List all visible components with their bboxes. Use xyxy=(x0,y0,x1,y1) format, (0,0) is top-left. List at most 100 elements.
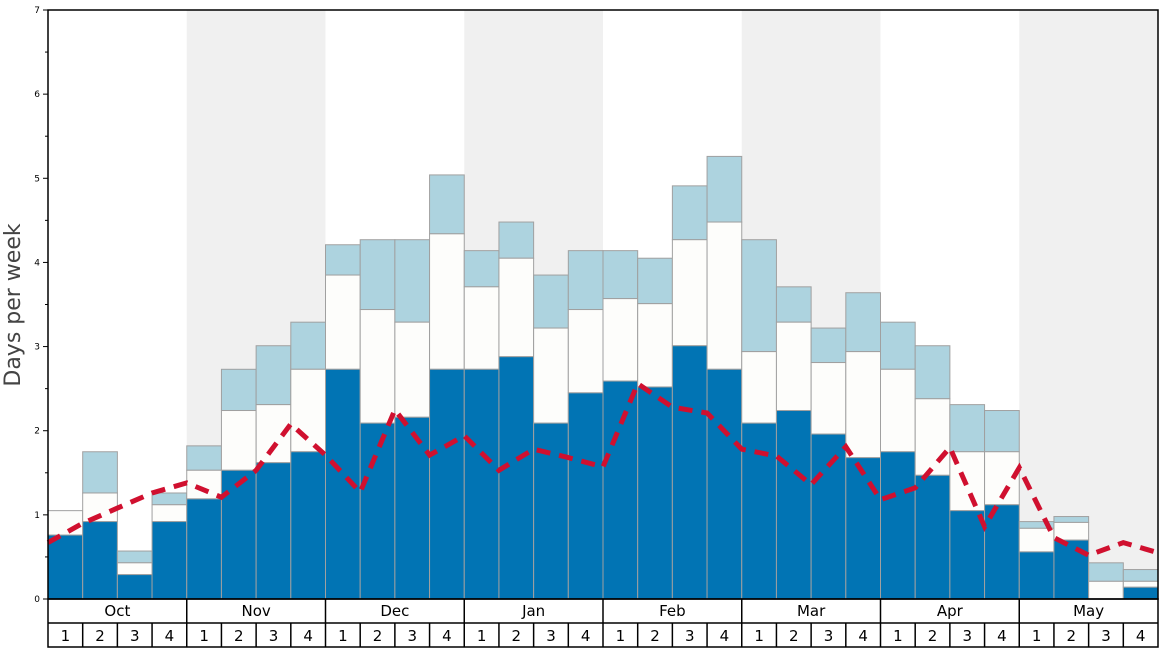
bar-lower xyxy=(1122,586,1159,600)
bar-lower xyxy=(151,521,188,600)
week-label: 4 xyxy=(581,627,591,645)
bar-upper xyxy=(706,155,743,223)
month-label: Dec xyxy=(380,602,409,620)
y-tick-label: 3 xyxy=(34,343,40,353)
bar-middle xyxy=(741,351,777,424)
week-label: 4 xyxy=(165,627,175,645)
bar-lower xyxy=(429,368,465,600)
bar-lower xyxy=(637,386,673,600)
y-tick-label: 4 xyxy=(34,258,40,268)
week-label: 4 xyxy=(303,627,313,645)
bar-upper xyxy=(775,286,812,323)
y-tick-label: 0 xyxy=(34,595,40,605)
bar-middle xyxy=(845,351,881,459)
y-tick-label: 2 xyxy=(34,427,40,437)
bar-upper xyxy=(325,244,361,276)
bar-upper xyxy=(1088,562,1124,582)
bar-middle xyxy=(325,274,361,370)
week-label: 3 xyxy=(546,627,556,645)
bar-lower xyxy=(845,457,881,600)
bar-middle xyxy=(567,309,604,394)
bar-middle xyxy=(914,398,951,476)
bar-upper xyxy=(533,274,569,329)
bar-lower xyxy=(914,474,951,600)
bar-upper xyxy=(498,221,535,259)
week-label: 3 xyxy=(1101,627,1111,645)
bar-upper xyxy=(116,550,153,564)
week-label: 3 xyxy=(824,627,834,645)
bar-middle xyxy=(1018,527,1055,553)
bar-lower xyxy=(255,462,292,600)
bar-lower xyxy=(671,345,708,600)
month-shade xyxy=(1019,10,1158,599)
month-label: May xyxy=(1073,602,1104,620)
bar-upper xyxy=(429,174,465,235)
y-tick-label: 6 xyxy=(34,90,40,100)
bar-middle xyxy=(290,368,326,453)
week-label: 4 xyxy=(1136,627,1146,645)
bar-lower xyxy=(706,368,743,600)
bar-middle xyxy=(463,286,500,370)
y-tick-label: 1 xyxy=(34,511,40,521)
month-label: Jan xyxy=(521,602,545,620)
week-label: 4 xyxy=(858,627,868,645)
average-line xyxy=(46,379,1159,558)
week-label: 2 xyxy=(95,627,105,645)
bar-middle xyxy=(533,327,569,424)
y-axis-label: Days per week xyxy=(1,223,26,386)
bar-lower xyxy=(984,504,1020,600)
y-tick-label: 5 xyxy=(34,174,40,184)
month-label: Feb xyxy=(659,602,686,620)
week-label: 1 xyxy=(199,627,209,645)
bar-upper xyxy=(914,345,951,400)
month-label: Nov xyxy=(241,602,270,620)
week-label: 1 xyxy=(61,627,71,645)
week-label: 4 xyxy=(997,627,1007,645)
bar-middle xyxy=(810,362,847,435)
bar-middle xyxy=(637,303,673,388)
bar-upper xyxy=(810,327,847,364)
week-label: 2 xyxy=(650,627,660,645)
bar-upper xyxy=(637,257,673,305)
week-label: 2 xyxy=(789,627,799,645)
bar-lower xyxy=(741,422,777,600)
bar-middle xyxy=(1053,521,1090,541)
week-label: 2 xyxy=(512,627,522,645)
bar-upper xyxy=(671,185,708,241)
week-label: 1 xyxy=(754,627,764,645)
bar-lower xyxy=(359,422,396,600)
bar-middle xyxy=(880,368,916,453)
bar-lower xyxy=(810,433,847,600)
week-label: 3 xyxy=(407,627,417,645)
bar-lower xyxy=(463,368,500,600)
bar-lower xyxy=(82,521,118,600)
bar-middle xyxy=(775,321,812,412)
week-label: 1 xyxy=(338,627,348,645)
bar-upper xyxy=(394,239,431,323)
week-label: 2 xyxy=(234,627,244,645)
bar-middle xyxy=(116,562,153,576)
bar-upper xyxy=(1122,569,1159,582)
bar-upper xyxy=(602,250,639,300)
bar-upper xyxy=(984,410,1020,453)
bar-upper xyxy=(82,451,118,494)
bar-lower xyxy=(394,416,431,600)
bar-lower xyxy=(290,451,326,600)
week-label: 3 xyxy=(685,627,695,645)
bar-lower xyxy=(949,510,986,600)
bar-upper xyxy=(186,445,222,471)
bar-upper xyxy=(220,368,257,412)
bar-middle xyxy=(220,410,257,471)
month-label: Mar xyxy=(797,602,826,620)
bar-upper xyxy=(741,239,777,353)
bar-lower xyxy=(47,534,84,600)
bar-middle xyxy=(671,239,708,347)
week-label: 1 xyxy=(1032,627,1042,645)
week-label: 2 xyxy=(928,627,938,645)
bar-lower xyxy=(220,469,257,600)
bar-upper xyxy=(880,321,916,370)
bar-middle xyxy=(151,504,188,523)
week-label: 3 xyxy=(130,627,140,645)
bar-lower xyxy=(116,574,153,600)
bar-lower xyxy=(1053,539,1090,600)
